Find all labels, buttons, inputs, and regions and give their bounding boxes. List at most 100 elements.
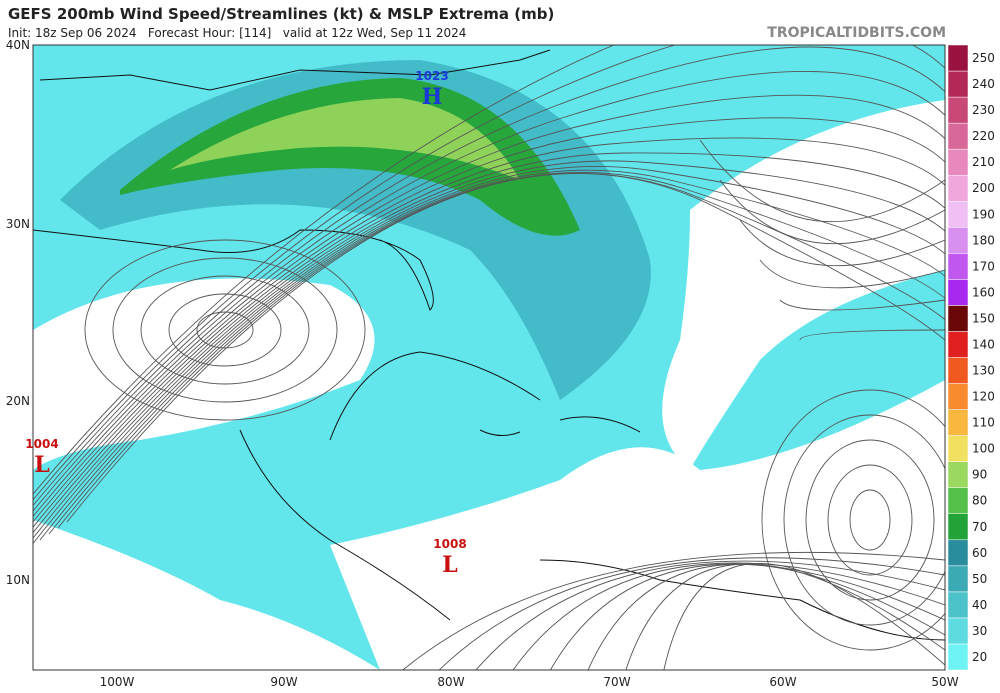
colorbar-label: 110	[972, 416, 995, 430]
title: GEFS 200mb Wind Speed/Streamlines (kt) &…	[8, 5, 554, 23]
colorbar-label: 80	[972, 494, 987, 508]
streamline	[779, 299, 945, 311]
colorbar-label: 60	[972, 546, 987, 560]
colorbar-swatch	[947, 148, 969, 176]
source: TROPICALTIDBITS.COM	[767, 25, 946, 41]
streamline	[33, 137, 945, 529]
streamlines	[33, 45, 945, 670]
streamline	[759, 259, 945, 289]
streamline	[739, 219, 945, 267]
lon-label: 80W	[437, 675, 464, 689]
streamline	[761, 389, 945, 651]
colorbar-label: 150	[972, 311, 995, 325]
colorbar-swatch	[947, 591, 969, 619]
colorbar-swatch	[947, 565, 969, 593]
streamline	[719, 179, 945, 245]
colorbar-label: 210	[972, 155, 995, 169]
calm-area	[330, 380, 945, 670]
streamline	[33, 45, 945, 501]
streamline	[168, 293, 282, 367]
colorbar-label: 170	[972, 259, 995, 273]
streamline	[438, 557, 945, 670]
streamline	[587, 563, 945, 670]
colorbar-label: 70	[972, 520, 987, 534]
colorbar-label: 40	[972, 598, 987, 612]
colorbar-swatch	[947, 331, 969, 358]
streamline	[196, 311, 254, 349]
streamline	[140, 275, 310, 385]
colorbar-label: 50	[972, 572, 987, 586]
jet-core	[120, 78, 580, 236]
lat-label: 20N	[6, 394, 30, 408]
pressure-symbol: H	[422, 84, 443, 110]
streamline	[550, 563, 945, 670]
colorbar-label: 220	[972, 129, 995, 143]
lat-label: 10N	[6, 573, 30, 587]
colorbar-label: 240	[972, 77, 995, 91]
colorbar-label: 90	[972, 468, 987, 482]
colorbar-label: 160	[972, 285, 995, 299]
streamline	[512, 562, 945, 670]
coastline	[33, 49, 945, 641]
streamline	[849, 489, 891, 551]
streamline	[402, 551, 945, 670]
colorbar-swatch	[947, 539, 969, 567]
streamline	[33, 46, 945, 507]
streamline	[663, 563, 945, 670]
streamline	[33, 166, 945, 545]
pressure-value: 1023	[415, 69, 448, 83]
streamline	[475, 560, 945, 670]
colorbar-label: 30	[972, 624, 987, 638]
colorbar-swatch	[947, 357, 969, 384]
lon-label: 70W	[603, 675, 630, 689]
colorbar-swatch	[947, 174, 969, 202]
colorbar-swatch	[947, 201, 969, 228]
pressure-symbol: L	[442, 552, 457, 578]
colorbar-label: 100	[972, 442, 995, 456]
colorbar: 20 30 40 50 60 70 80 90 100 110 120 130 140 150 160 170…	[947, 44, 995, 671]
colorbar-label: 200	[972, 181, 995, 195]
streamline	[33, 152, 945, 534]
streamline	[699, 139, 945, 222]
lon-label: 100W	[100, 675, 135, 689]
colorbar-swatch	[947, 305, 969, 332]
lon-label: 60W	[769, 675, 796, 689]
colorbar-label: 230	[972, 103, 995, 117]
colorbar-swatch	[947, 279, 969, 306]
streamline	[827, 464, 913, 576]
map-area	[33, 45, 945, 670]
subtitle: Init: 18z Sep 06 2024 Forecast Hour: [11…	[8, 26, 466, 40]
streamline	[33, 45, 945, 495]
colorbar-swatch	[947, 435, 969, 462]
streamline	[625, 563, 945, 670]
calm-area	[33, 520, 380, 670]
colorbar-label: 140	[972, 337, 995, 351]
pressure-symbol: L	[34, 452, 49, 478]
colorbar-swatch	[947, 617, 969, 645]
streamline	[84, 239, 366, 421]
colorbar-swatch	[947, 70, 969, 98]
map-frame	[32, 44, 946, 671]
colorbar-swatch	[947, 383, 969, 410]
streamline	[33, 94, 945, 518]
streamline	[33, 117, 945, 523]
colorbar-label: 180	[972, 233, 995, 247]
colorbar-swatch	[947, 44, 969, 72]
streamline	[799, 329, 945, 341]
colorbar-label: 250	[972, 51, 995, 65]
streamline	[39, 169, 945, 541]
colorbar-label: 190	[972, 207, 995, 221]
calm-area	[33, 278, 375, 470]
lon-label: 90W	[270, 675, 297, 689]
jet-core	[170, 98, 520, 180]
colorbar-swatch	[947, 253, 969, 280]
streamline	[805, 439, 935, 601]
colorbar-label: 120	[972, 390, 995, 404]
colorbar-swatch	[947, 227, 969, 254]
colorbar-swatch	[947, 409, 969, 436]
colorbar-label: 20	[972, 650, 987, 664]
colorbar-swatch	[947, 461, 969, 488]
lat-label: 30N	[6, 217, 30, 231]
colorbar-swatch	[947, 513, 969, 541]
